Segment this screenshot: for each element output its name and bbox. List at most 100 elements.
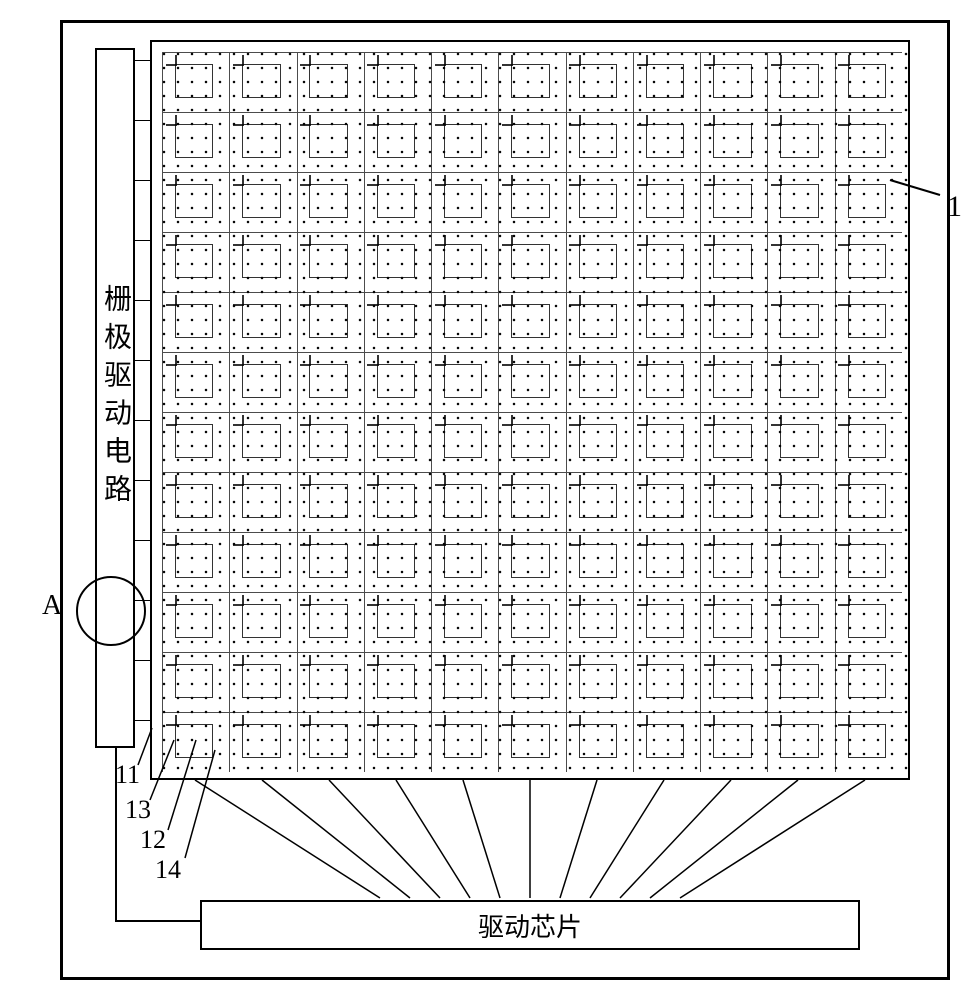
pixel-cell (364, 52, 431, 112)
pixel-cell (431, 232, 498, 292)
ref-label-1: 1 (947, 190, 962, 224)
pixel-cell (633, 292, 700, 352)
pixel-cell (566, 172, 633, 232)
pixel-cell (767, 472, 834, 532)
pixel-cell (364, 352, 431, 412)
pixel-cell (297, 112, 364, 172)
pixel-cell (633, 532, 700, 592)
pixel-cell (498, 232, 565, 292)
pixel-cell (229, 292, 296, 352)
pixel-cell (767, 172, 834, 232)
gate-driver-label: 栅极驱动电路 (95, 284, 135, 512)
pixel-cell (431, 472, 498, 532)
pixel-cell (297, 712, 364, 772)
pixel-cell (566, 352, 633, 412)
pixel-cell (162, 532, 229, 592)
diagram-container: 1 栅极驱动电路 A 驱动芯片 11 13 12 14 (20, 20, 954, 980)
ref-label-12: 12 (140, 825, 166, 855)
pixel-cell (229, 412, 296, 472)
pixel-cell (364, 592, 431, 652)
pixel-cell (498, 292, 565, 352)
pixel-cell (364, 172, 431, 232)
pixel-cell (431, 292, 498, 352)
pixel-cell (633, 592, 700, 652)
gate-line (135, 240, 150, 241)
pixel-cell (767, 532, 834, 592)
gate-line (135, 720, 150, 721)
pixel-cell (297, 352, 364, 412)
pixel-cell (431, 652, 498, 712)
gate-line (135, 360, 150, 361)
pixel-cell (835, 292, 902, 352)
pixel-cell (431, 712, 498, 772)
gate-line (135, 60, 150, 61)
gate-line (135, 660, 150, 661)
pixel-cell (364, 532, 431, 592)
driver-chip-box: 驱动芯片 (200, 900, 860, 950)
pixel-cell (835, 712, 902, 772)
pixel-cell (835, 52, 902, 112)
pixel-cell (767, 352, 834, 412)
pixel-cell (633, 232, 700, 292)
pixel-cell (364, 112, 431, 172)
pixel-cell (633, 472, 700, 532)
pixel-cell (297, 172, 364, 232)
pixel-cell (835, 352, 902, 412)
pixel-cell (162, 592, 229, 652)
pixel-cell (498, 472, 565, 532)
pixel-cell (767, 292, 834, 352)
pixel-cell (633, 652, 700, 712)
pixel-cell (700, 292, 767, 352)
pixel-cell (229, 112, 296, 172)
pixel-cell (498, 412, 565, 472)
ref-label-11: 11 (115, 760, 140, 790)
pixel-cell (633, 172, 700, 232)
pixel-cell (297, 652, 364, 712)
pixel-cell (566, 532, 633, 592)
pixel-cell (431, 412, 498, 472)
pixel-cell (566, 412, 633, 472)
pixel-cell (431, 352, 498, 412)
pixel-cell (229, 652, 296, 712)
pixel-cell (566, 112, 633, 172)
pixel-cell (364, 292, 431, 352)
pixel-cell (835, 112, 902, 172)
gate-line (135, 420, 150, 421)
pixel-cell (700, 652, 767, 712)
pixel-cell (297, 232, 364, 292)
pixel-cell (498, 52, 565, 112)
pixel-cell (297, 292, 364, 352)
pixel-cell (767, 652, 834, 712)
pixel-cell (297, 472, 364, 532)
gate-line (135, 540, 150, 541)
pixel-cell (297, 412, 364, 472)
pixel-panel (150, 40, 910, 780)
pixel-cell (700, 592, 767, 652)
pixel-cell (162, 292, 229, 352)
pixel-cell (566, 592, 633, 652)
pixel-cell (229, 52, 296, 112)
pixel-cell (566, 652, 633, 712)
pixel-cell (700, 352, 767, 412)
pixel-cell (633, 352, 700, 412)
ref-label-14: 14 (155, 855, 181, 885)
pixel-cell (162, 172, 229, 232)
pixel-cell (498, 652, 565, 712)
pixel-cell (835, 592, 902, 652)
pixel-grid (162, 52, 902, 772)
pixel-cell (431, 532, 498, 592)
pixel-cell (297, 52, 364, 112)
pixel-cell (835, 412, 902, 472)
pixel-cell (767, 712, 834, 772)
pixel-cell (835, 472, 902, 532)
pixel-cell (700, 532, 767, 592)
pixel-cell (229, 592, 296, 652)
pixel-cell (162, 232, 229, 292)
pixel-cell (162, 412, 229, 472)
gate-line (135, 480, 150, 481)
pixel-cell (162, 52, 229, 112)
pixel-cell (498, 352, 565, 412)
pixel-cell (162, 472, 229, 532)
pixel-cell (431, 172, 498, 232)
pixel-cell (498, 532, 565, 592)
